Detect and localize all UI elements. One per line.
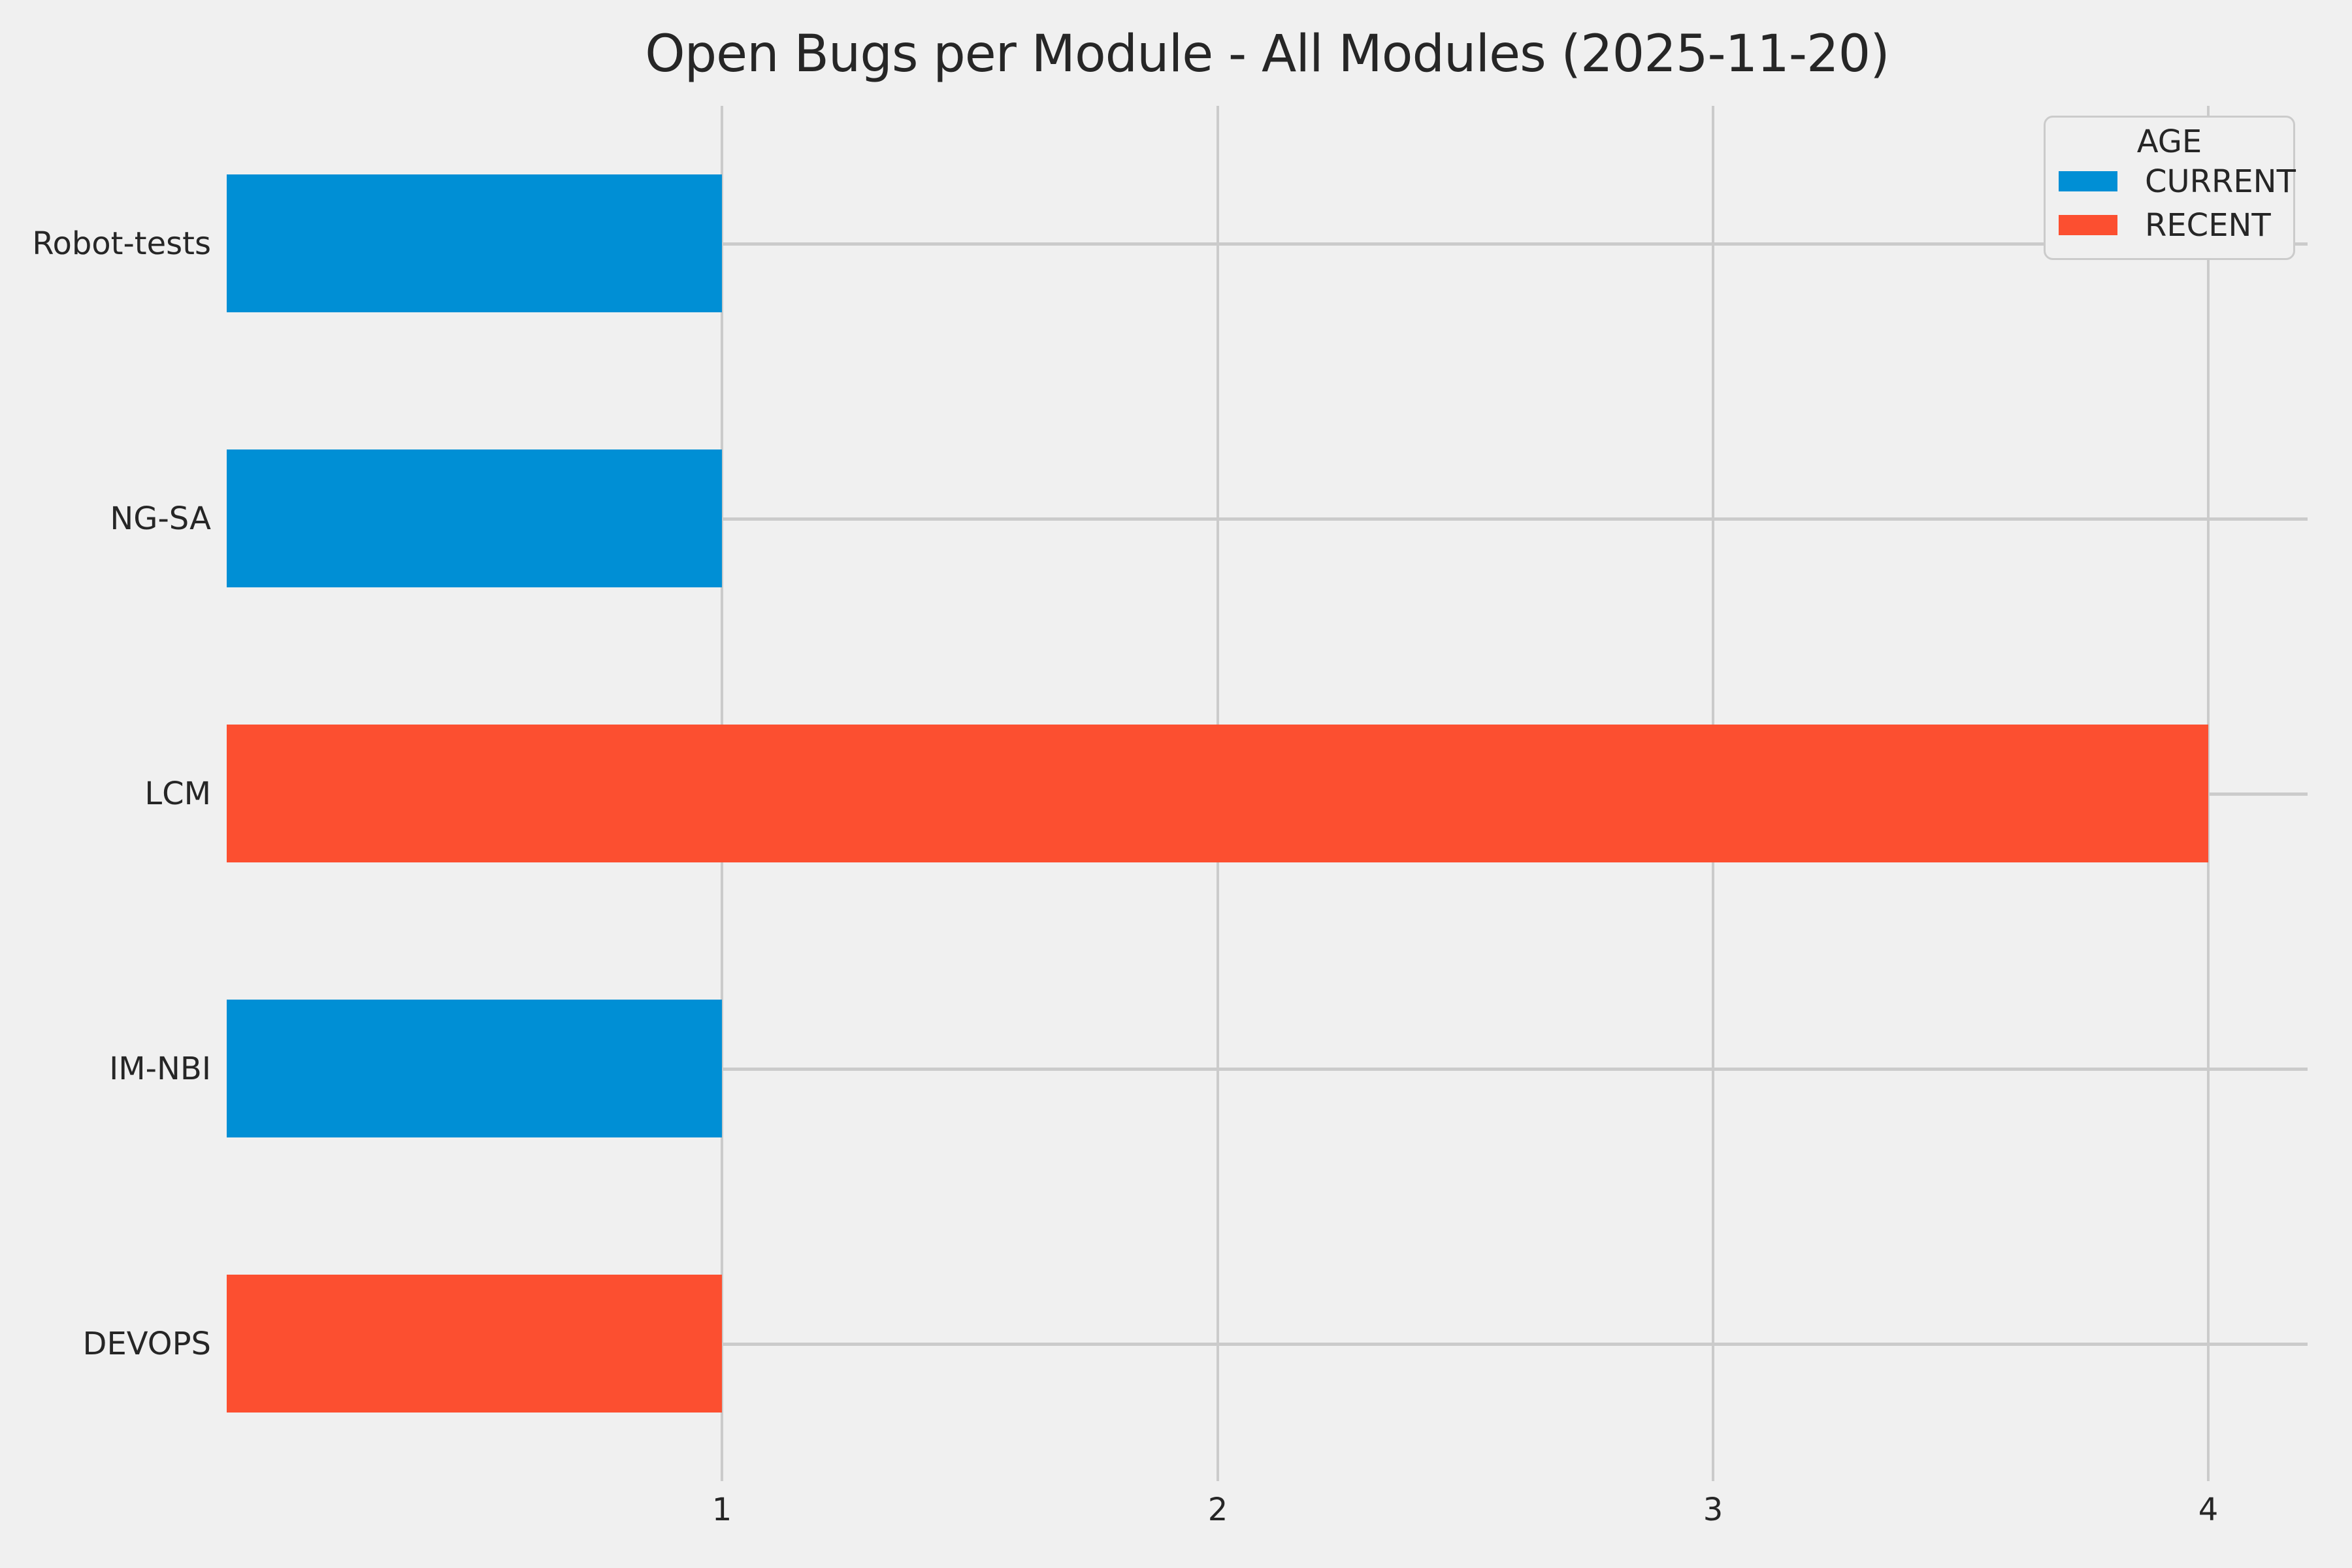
bar-robot-tests [227, 174, 722, 312]
legend: AGE CURRENT RECENT [2044, 116, 2296, 260]
x-tick-label-1: 1 [711, 1492, 732, 1528]
legend-title: AGE [2136, 123, 2202, 160]
legend-items: CURRENT RECENT [2046, 159, 2296, 247]
gridline-y-im-nbi [227, 1068, 2308, 1071]
legend-label-current: CURRENT [2145, 163, 2296, 200]
y-tick-label-devops: DEVOPS [82, 1326, 211, 1362]
legend-swatch-recent [2059, 215, 2117, 235]
plot-area [227, 106, 2308, 1481]
bar-devops [227, 1275, 722, 1413]
x-tick-label-4: 4 [2198, 1492, 2219, 1528]
gridline-y-ng-sa [227, 517, 2308, 521]
y-tick-label-im-nbi: IM-NBI [109, 1051, 211, 1087]
y-tick-label-ng-sa: NG-SA [110, 500, 211, 537]
bar-im-nbi [227, 1000, 722, 1137]
bar-ng-sa [227, 449, 722, 587]
legend-swatch-current [2059, 171, 2117, 191]
chart-title: Open Bugs per Module - All Modules (2025… [645, 25, 1889, 84]
x-tick-label-3: 3 [1703, 1492, 1723, 1528]
legend-item-recent: RECENT [2046, 203, 2293, 247]
gridline-x-4 [2207, 106, 2210, 1481]
x-tick-label-2: 2 [1207, 1492, 1228, 1528]
y-tick-label-lcm: LCM [144, 776, 211, 812]
y-tick-label-robot-tests: Robot-tests [32, 225, 211, 262]
legend-item-current: CURRENT [2046, 159, 2296, 203]
gridline-y-devops [227, 1343, 2308, 1346]
bar-lcm [227, 725, 2208, 862]
gridline-y-robot-tests [227, 242, 2308, 246]
legend-label-recent: RECENT [2145, 206, 2271, 244]
